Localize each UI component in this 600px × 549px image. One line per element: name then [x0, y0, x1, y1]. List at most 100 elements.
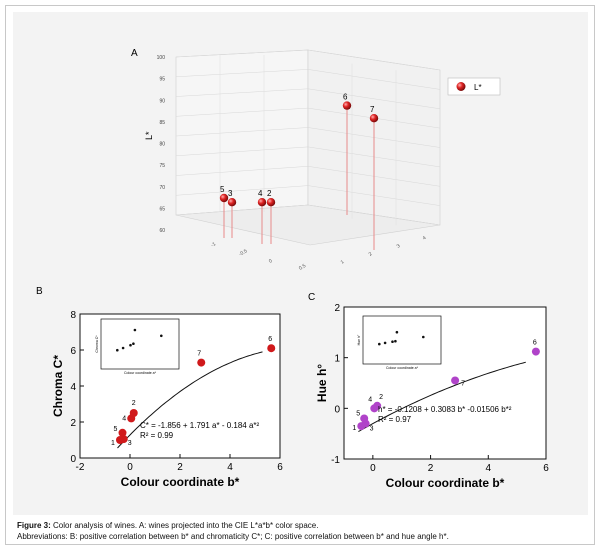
- y-tick-label: 0: [70, 454, 76, 465]
- inset-frame: [100, 318, 180, 370]
- caption-abbreviations: Abbreviations: B: positive correlation b…: [17, 532, 449, 541]
- panel-a-points: 6 7 5 3 4 2: [219, 93, 379, 250]
- data-point: [373, 401, 382, 410]
- data-point-label: 3: [128, 440, 132, 447]
- data-point: [129, 409, 138, 417]
- x-tick-label: 2: [177, 462, 183, 473]
- panel-a-z-tick-label: 75: [159, 163, 165, 169]
- panel-a-point-label: 7: [370, 105, 375, 114]
- data-point: [119, 435, 128, 444]
- inset-point: [160, 334, 163, 338]
- panel-a-point: [266, 198, 276, 207]
- panel-a-point: [342, 101, 352, 110]
- inset-point: [378, 342, 381, 346]
- panel-a-point-label: 2: [267, 189, 272, 198]
- panel-a-point-label: 6: [343, 93, 348, 102]
- data-point-label: 2: [379, 394, 383, 401]
- svg-text:3: 3: [396, 243, 402, 250]
- panel-a-point: [257, 198, 267, 207]
- svg-text:-1: -1: [210, 241, 217, 249]
- panel-a-z-ticks: 100 95 90 85 80 75 70 65 60: [157, 55, 166, 234]
- panel-a-grid: [175, 49, 441, 226]
- panel-a-point-label: 4: [258, 189, 263, 198]
- x-tick-label: 4: [486, 463, 492, 474]
- y-tick-label: 8: [70, 310, 76, 321]
- inset-point: [422, 335, 425, 339]
- data-point: [197, 358, 206, 367]
- y-tick-label: 2: [334, 303, 340, 314]
- data-point-label: 4: [368, 396, 372, 403]
- panel-a-point-label: 5: [220, 185, 225, 194]
- svg-text:1: 1: [340, 259, 346, 266]
- data-point: [531, 347, 540, 356]
- svg-text:-0.5: -0.5: [238, 248, 249, 258]
- caption-label: Figure 3:: [17, 521, 51, 530]
- data-point-label: 3: [370, 426, 374, 433]
- inset-x-label: Colour coordinate a*: [386, 366, 419, 370]
- fit-equation: C* = -1.856 + 1.791 a* - 0.184 a*²: [140, 421, 260, 430]
- x-tick-label: -2: [76, 462, 85, 473]
- y-tick-label: 0: [334, 404, 340, 415]
- data-point-label: 4: [122, 415, 126, 422]
- inset-point: [394, 339, 397, 343]
- panel-a-point-label: 3: [228, 189, 233, 198]
- panel-a-z-axis-label: L*: [144, 131, 154, 140]
- data-point-label: 7: [197, 351, 201, 358]
- fit-equation: h* = -0.1208 + 0.3083 b* -0.01506 b*²: [378, 405, 512, 414]
- x-axis-label: Colour coordinate b*: [121, 475, 240, 489]
- panel-a-z-tick-label: 65: [159, 206, 165, 212]
- data-point-label: 5: [114, 426, 118, 433]
- x-tick-label: 4: [227, 462, 233, 473]
- panel-a-legend-label: L*: [474, 83, 482, 92]
- data-point: [118, 428, 127, 437]
- panel-c-label: C: [308, 292, 315, 303]
- svg-text:4: 4: [422, 235, 428, 242]
- data-point-label: 5: [356, 410, 360, 417]
- data-point: [267, 344, 276, 353]
- inset-point: [132, 342, 135, 345]
- inset-point: [129, 343, 132, 347]
- inset-y-label: Chroma C*: [95, 335, 99, 353]
- panel-a-z-tick-label: 100: [157, 55, 166, 61]
- x-tick-label: 0: [370, 463, 376, 474]
- data-point-label: 1: [352, 425, 356, 432]
- data-point: [360, 414, 369, 423]
- legend-sphere-icon: [456, 82, 466, 91]
- panel-a-gridline: [175, 49, 441, 71]
- data-point-label: 6: [268, 336, 272, 343]
- panel-a-floor-ticks: -1 -0.5 0 0.5 1 2 3 4: [210, 235, 428, 272]
- svg-text:0.5: 0.5: [298, 263, 307, 272]
- fit-r-squared: R² = 0.97: [378, 415, 412, 424]
- panel-a-z-tick-label: 85: [159, 120, 165, 126]
- data-point-label: 1: [111, 440, 115, 447]
- inset-point: [391, 340, 394, 343]
- fit-curve: [117, 351, 263, 449]
- inset-frame: [362, 315, 442, 365]
- fit-curve: [358, 361, 526, 433]
- inset-point: [395, 330, 399, 334]
- panel-a-z-tick-label: 70: [159, 185, 165, 191]
- inset-point: [116, 348, 119, 352]
- y-tick-label: 1: [334, 354, 340, 365]
- fit-r-squared: R² = 0.99: [140, 431, 174, 440]
- inset-point: [383, 341, 387, 345]
- y-tick-label: 6: [70, 346, 76, 357]
- panel-a-z-tick-label: 60: [159, 228, 165, 234]
- x-tick-label: 6: [277, 462, 283, 473]
- x-tick-label: 0: [127, 462, 133, 473]
- y-tick-label: 4: [70, 382, 76, 393]
- inset-x-label: Colour coordinate a*: [124, 371, 157, 375]
- data-point: [451, 376, 460, 385]
- panel-a-z-tick-label: 95: [159, 77, 165, 83]
- inset-point: [133, 328, 137, 332]
- y-tick-label: -1: [331, 455, 340, 466]
- panel-a-label: A: [131, 48, 138, 59]
- svg-text:0: 0: [268, 258, 274, 265]
- y-axis-label: Chroma C*: [51, 355, 65, 417]
- panel-a-point: [219, 193, 229, 203]
- x-axis-label: Colour coordinate b*: [386, 476, 505, 490]
- panel-a-back-wall: [175, 49, 441, 246]
